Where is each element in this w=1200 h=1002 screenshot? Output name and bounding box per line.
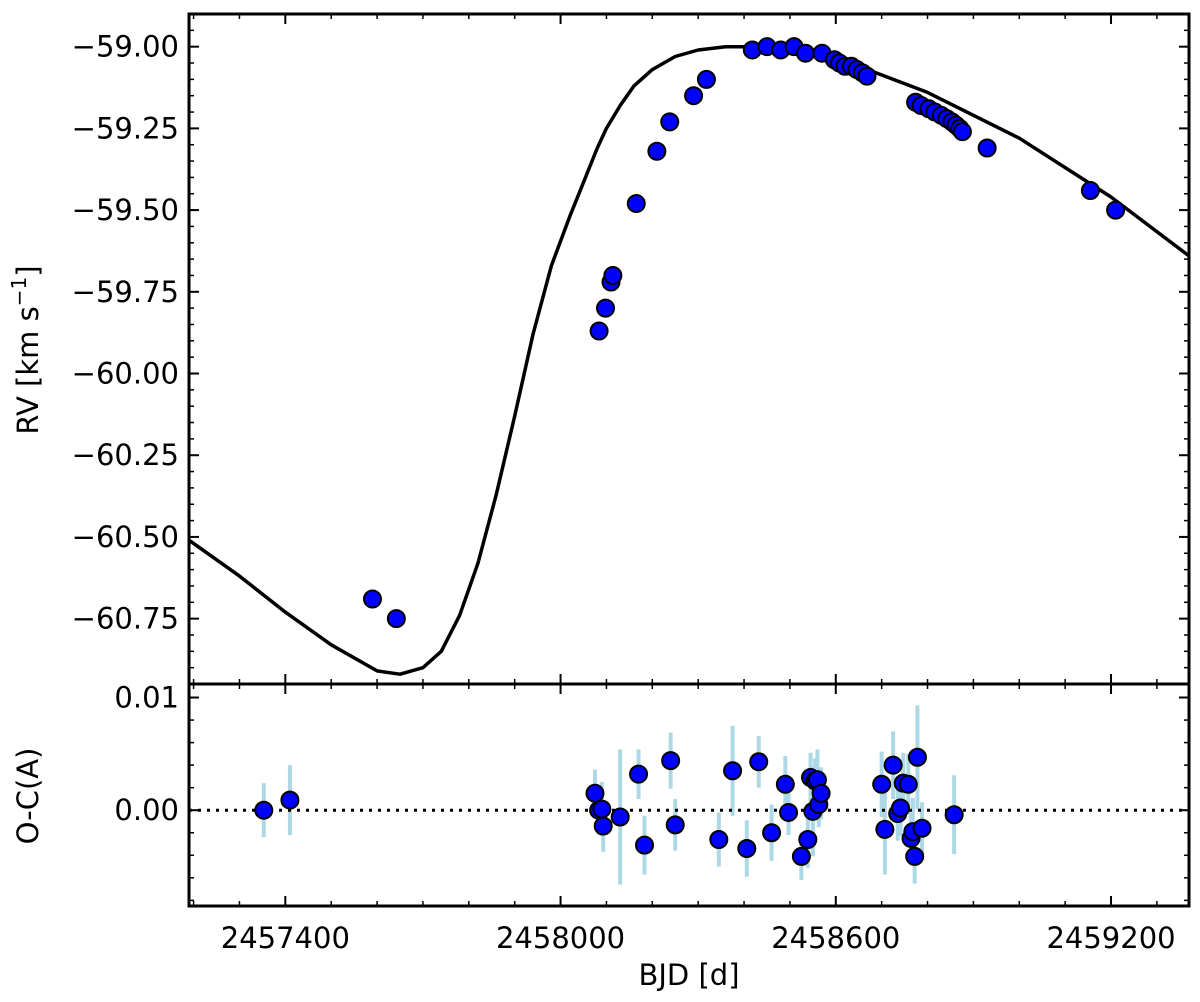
x-tick-label: 2458600 <box>771 921 900 955</box>
rv-data-point <box>977 138 997 158</box>
residual-data-point <box>872 774 892 794</box>
residual-data-point <box>791 846 811 866</box>
rv-y-tick-label: −60.00 <box>72 357 179 391</box>
residuals-y-tick-label: 0.01 <box>114 681 179 715</box>
rv-data-point <box>796 43 816 63</box>
residual-data-point <box>661 751 681 771</box>
residuals-panel-frame <box>187 682 1191 908</box>
rv-data-point <box>952 122 972 142</box>
rv-data-point <box>589 321 609 341</box>
x-tick-label: 2457400 <box>221 921 350 955</box>
residual-data-point <box>898 774 918 794</box>
rv-y-tick-label: −60.25 <box>72 438 179 472</box>
residual-data-point <box>280 790 300 810</box>
residual-data-point <box>875 819 895 839</box>
residual-data-point <box>775 774 795 794</box>
rv-data-point <box>386 609 406 629</box>
rv-data-point <box>1106 200 1126 220</box>
rv-y-tick-label: −60.75 <box>72 602 179 636</box>
x-tick-label: 2458000 <box>496 921 625 955</box>
rv-data-point <box>647 141 667 161</box>
residual-data-point <box>709 830 729 850</box>
residuals-y-axis-label: O-C(A) <box>11 748 45 845</box>
residual-data-point <box>944 805 964 825</box>
residual-data-point <box>592 799 612 819</box>
residual-data-point <box>811 783 831 803</box>
residual-data-point <box>665 815 685 835</box>
rv-data-point <box>362 589 382 609</box>
residual-data-point <box>629 764 649 784</box>
rv-data-point <box>603 265 623 285</box>
residuals-y-tick-label: 0.00 <box>114 793 179 827</box>
rv-data-point <box>696 69 716 89</box>
x-axis: 2457400 2458000 2458600 2459200 <box>221 921 1176 955</box>
residual-data-point <box>749 752 769 772</box>
rv-data-point <box>857 66 877 86</box>
residual-data-point <box>610 807 630 827</box>
rv-y-axis-label-main: RV [km s <box>11 306 45 434</box>
residual-data-point <box>585 783 605 803</box>
rv-y-tick-label: −59.50 <box>72 193 179 227</box>
residual-data-point <box>907 747 927 767</box>
rv-data-point <box>684 86 704 106</box>
rv-y-tick-label: −59.75 <box>72 275 179 309</box>
residual-data-point <box>890 798 910 818</box>
rv-y-axis-label-unit-exp: −1 <box>7 277 31 306</box>
rv-data-point <box>1080 180 1100 200</box>
rv-y-tick-label: −59.00 <box>72 30 179 64</box>
rv-data-point <box>596 298 616 318</box>
residual-data-point <box>737 839 757 859</box>
residual-data-point <box>798 830 818 850</box>
residual-data-point <box>762 823 782 843</box>
rv-panel: −59.00 −59.25 −59.50 −59.75 −60.00 −60.25 −60.… <box>72 12 1191 686</box>
rv-data-point <box>660 112 680 132</box>
rv-panel-frame <box>187 12 1191 686</box>
residual-data-point <box>635 835 655 855</box>
rv-y-axis-label: RV [km s−1] <box>7 265 45 434</box>
residual-data-point <box>779 802 799 822</box>
rv-y-tick-label: −60.50 <box>72 520 179 554</box>
residual-data-point <box>254 800 274 820</box>
residual-data-point <box>883 755 903 775</box>
rv-y-axis-label-end: ] <box>11 265 45 276</box>
residual-data-point <box>912 818 932 838</box>
residual-data-point <box>905 846 925 866</box>
rv-y-tick-label: −59.25 <box>72 111 179 145</box>
x-axis-label: BJD [d] <box>638 958 739 992</box>
rv-data-point <box>626 194 646 214</box>
residual-data-point <box>593 816 613 836</box>
x-tick-label: 2459200 <box>1046 921 1175 955</box>
residuals-panel: 0.01 0.00 <box>114 681 1191 908</box>
rv-model-curve <box>187 44 1191 676</box>
residual-data-point <box>723 761 743 781</box>
